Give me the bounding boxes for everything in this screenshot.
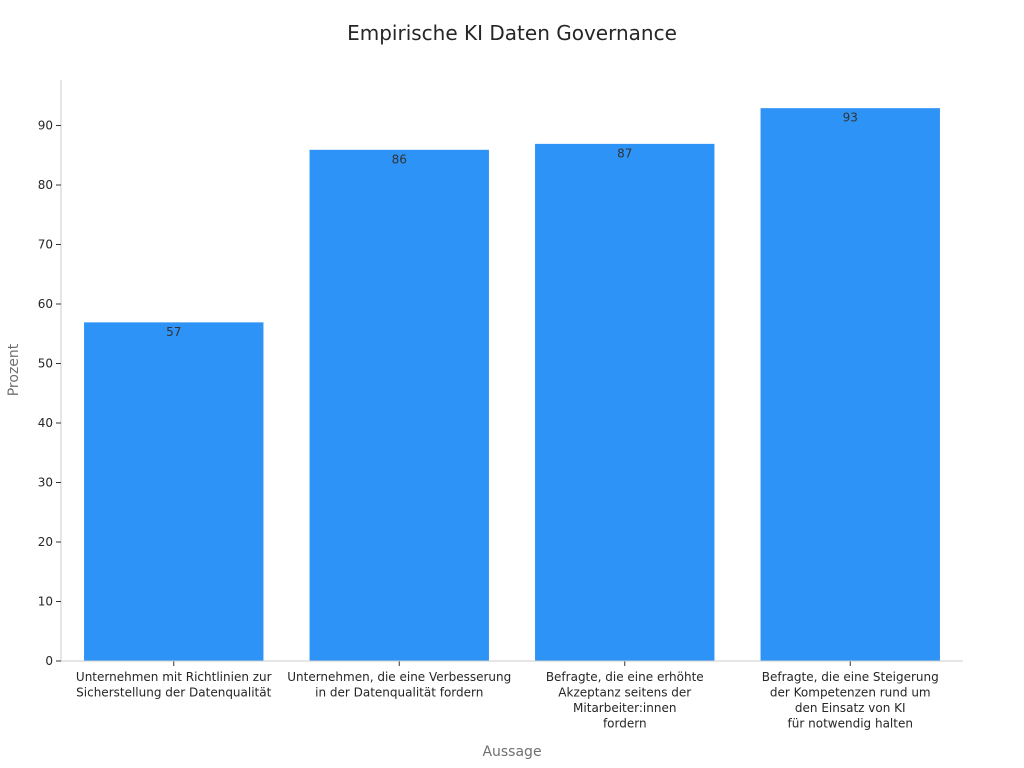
labels-group: 57 Unternehmen mit Richtlinien zur Sichers… bbox=[38, 111, 939, 731]
bars-group bbox=[83, 107, 941, 662]
data-label: 86 bbox=[392, 152, 407, 166]
x-tick-label: Befragte, die eine Steigerung der Kompete… bbox=[762, 670, 939, 731]
axes-group bbox=[56, 80, 963, 666]
chart-title: Empirische KI Daten Governance bbox=[347, 21, 677, 45]
x-axis-label: Aussage bbox=[482, 744, 541, 760]
x-tick-label: Befragte, die eine erhöhte Akzeptanz seit… bbox=[546, 670, 704, 731]
bar bbox=[759, 107, 941, 662]
y-tick-label: 80 bbox=[38, 178, 53, 192]
data-label: 93 bbox=[843, 111, 858, 125]
y-tick-label: 30 bbox=[38, 476, 53, 490]
y-tick-label: 50 bbox=[38, 357, 53, 371]
y-tick-label: 70 bbox=[38, 238, 53, 252]
data-label: 87 bbox=[617, 146, 632, 160]
x-tick-label: Unternehmen mit Richtlinien zur Sicherste… bbox=[76, 670, 272, 700]
bar bbox=[534, 142, 716, 662]
y-tick-label: 40 bbox=[38, 416, 53, 430]
y-tick-label: 90 bbox=[38, 119, 53, 133]
y-tick-label: 20 bbox=[38, 535, 53, 549]
y-tick-label: 10 bbox=[38, 595, 53, 609]
bar bbox=[308, 148, 490, 662]
y-tick-label: 60 bbox=[38, 297, 53, 311]
bar bbox=[83, 321, 265, 662]
x-tick-label: Unternehmen, die eine Verbesserung in der… bbox=[287, 670, 511, 700]
data-label: 57 bbox=[166, 325, 181, 339]
y-tick-label: 0 bbox=[45, 654, 53, 668]
y-axis-label: Prozent bbox=[6, 343, 22, 396]
